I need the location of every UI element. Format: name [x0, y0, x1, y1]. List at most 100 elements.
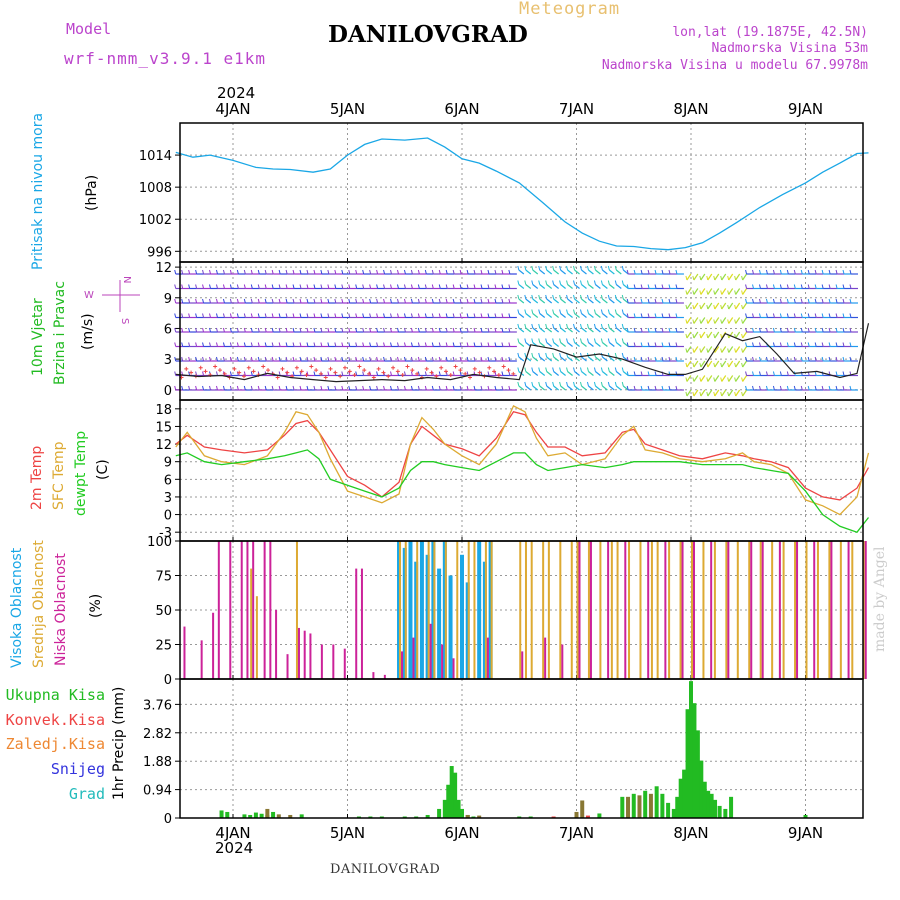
cloud-bar: [559, 541, 562, 679]
wind-barb-flag: [299, 371, 302, 376]
wind-barb-flag: [517, 367, 520, 372]
wind-barb-flag: [410, 298, 413, 304]
wind-barb: [518, 284, 525, 289]
wind-barb-flag: [692, 348, 695, 353]
cloud-bar: [252, 541, 255, 679]
gust-marker: [203, 369, 208, 374]
gust-marker: [371, 375, 376, 380]
wind-barb-flag: [579, 381, 582, 387]
cloud-bar: [401, 651, 404, 679]
wind-barb-flag: [647, 298, 650, 304]
wind-barb-flag: [807, 298, 810, 304]
wind-barb-flag: [531, 309, 534, 314]
wind-barb-flag: [285, 371, 288, 376]
wind-barb-flag: [828, 313, 831, 318]
wind-barb-flag: [668, 284, 671, 289]
wind-barb-flag: [362, 313, 365, 318]
wind-barb-flag: [257, 385, 260, 391]
compass-s: S: [119, 318, 130, 324]
wind-barb-flag: [480, 298, 483, 304]
wind-barb-flag: [466, 269, 469, 275]
wind-barb-flag: [362, 371, 365, 376]
wind-barb-flag: [552, 367, 555, 372]
wind-barb-flag: [473, 284, 476, 289]
wind-barb-flag: [396, 298, 399, 304]
lonlat-label: lon,lat (19.1875E, 42.5N): [672, 25, 868, 40]
wind-barb-flag: [473, 327, 476, 333]
cloud-bar: [796, 541, 799, 679]
wind-barb-flag: [334, 371, 337, 376]
wind-barb: [700, 360, 706, 368]
wind-barb-flag: [341, 284, 344, 289]
cloud-bar: [691, 541, 693, 679]
wind-barb-flag: [524, 367, 527, 372]
gust-marker: [227, 375, 232, 380]
wind-barb-flag: [720, 290, 723, 295]
wind-barb-flag: [383, 385, 386, 391]
wind-barb-flag: [720, 377, 723, 382]
wind-barb-flag: [759, 269, 761, 275]
cloud-bar: [616, 541, 619, 679]
cloud-bar: [372, 672, 375, 679]
wind-barb-flag: [842, 371, 845, 376]
gust-marker: [458, 368, 463, 373]
cloud-bar: [679, 541, 682, 679]
wind-barb: [532, 385, 539, 391]
wind-barb-flag: [181, 342, 184, 347]
wind-barb-flag: [313, 385, 316, 391]
wind-barb-flag: [271, 284, 274, 289]
wind-barb-flag: [376, 385, 379, 391]
wind-barb-flag: [828, 385, 831, 391]
wind-barb-flag: [849, 342, 852, 347]
gust-marker: [415, 371, 420, 376]
wind-barb-flag: [403, 327, 406, 333]
cloud-bar: [452, 658, 455, 679]
gust-marker: [333, 370, 338, 375]
legend-conv: Konvek.Kisa: [5, 711, 105, 729]
wind-barb: [742, 331, 748, 339]
cloud-bar: [355, 568, 358, 679]
wind-barb-flag: [793, 342, 796, 347]
y-tick-label: 9: [164, 456, 172, 471]
wind-barb-flag: [842, 269, 845, 275]
wind-barb-flag: [480, 385, 483, 391]
wind-barb: [581, 342, 587, 347]
wind-barb-flag: [390, 356, 393, 362]
wind-barb-flag: [752, 371, 755, 376]
wind-barb-flag: [741, 391, 744, 397]
wind-barb: [728, 375, 734, 382]
cloud-bar: [736, 541, 739, 679]
wind-barb: [581, 356, 587, 362]
wind-barb-flag: [692, 333, 695, 339]
precip-bar: [276, 814, 281, 818]
wind-barb-flag: [278, 385, 281, 391]
wind-barb-flag: [390, 371, 393, 376]
wind-barb: [532, 356, 539, 362]
wind-barb-flag: [292, 385, 295, 391]
wind-barb-flag: [692, 290, 695, 295]
wind-barb-flag: [473, 313, 476, 318]
wind-barb: [518, 356, 525, 362]
wind-barb-flag: [741, 348, 744, 353]
wind-barb-flag: [734, 333, 737, 339]
wind-barb-flag: [355, 313, 358, 318]
wind-barb-flag: [181, 327, 184, 333]
wind-barb-flag: [640, 371, 643, 376]
precip-bar: [713, 799, 718, 818]
precip-bar: [379, 816, 384, 818]
wind-barb-flag: [355, 356, 358, 362]
gust-marker: [410, 368, 415, 373]
wind-barb-flag: [779, 313, 782, 318]
wind-barb-flag: [202, 385, 205, 391]
gust-marker: [487, 365, 492, 370]
wind-barb-flag: [508, 327, 511, 333]
wind-barb: [742, 389, 748, 397]
wind-barb-flag: [452, 284, 455, 289]
cloud-bar: [429, 623, 432, 679]
panel-frame: [179, 540, 864, 680]
wind-barb-flag: [390, 342, 393, 347]
wind-barb-flag: [292, 371, 295, 376]
wind-barb-flag: [466, 342, 469, 347]
wind-barb-flag: [741, 377, 744, 382]
wind-barb: [581, 269, 587, 275]
